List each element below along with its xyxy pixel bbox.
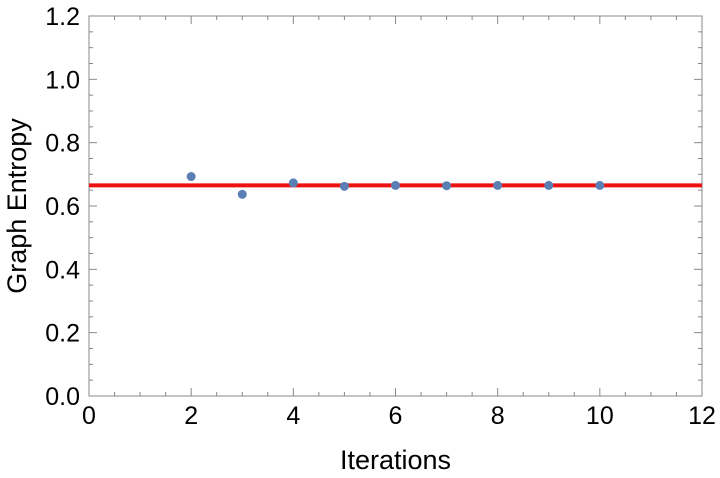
y-tick-label: 0.6 [45, 193, 80, 221]
y-tick-label: 1.2 [45, 3, 80, 31]
y-tick-label: 0.0 [45, 383, 80, 411]
data-point [595, 180, 605, 190]
y-tick-label: 1.0 [45, 66, 80, 94]
axis-tick-labels: 0 2 4 6 8 10 12 0.0 0.2 0.4 0.6 0.8 1.0 1.2 [45, 3, 716, 430]
x-tick-label: 8 [491, 402, 505, 430]
y-tick-label: 0.8 [45, 130, 80, 158]
data-point [237, 189, 247, 199]
x-tick-label: 0 [82, 402, 96, 430]
data-point [493, 180, 503, 190]
data-point [339, 181, 349, 191]
data-point [186, 172, 196, 182]
x-tick-label: 12 [688, 402, 716, 430]
x-tick-label: 10 [586, 402, 614, 430]
axis-ticks [88, 15, 703, 397]
plot-frame [88, 15, 703, 397]
data-point [544, 180, 554, 190]
data-point [391, 180, 400, 190]
data-point [288, 178, 298, 188]
x-axis-label: Iterations [340, 445, 451, 475]
y-tick-label: 0.4 [45, 256, 80, 284]
data-marks [89, 172, 702, 199]
y-axis-label: Graph Entropy [2, 118, 32, 294]
data-point [442, 181, 452, 191]
x-tick-label: 2 [184, 402, 198, 430]
y-tick-label: 0.2 [45, 320, 80, 348]
x-tick-label: 4 [286, 402, 300, 430]
x-tick-label: 6 [389, 402, 403, 430]
